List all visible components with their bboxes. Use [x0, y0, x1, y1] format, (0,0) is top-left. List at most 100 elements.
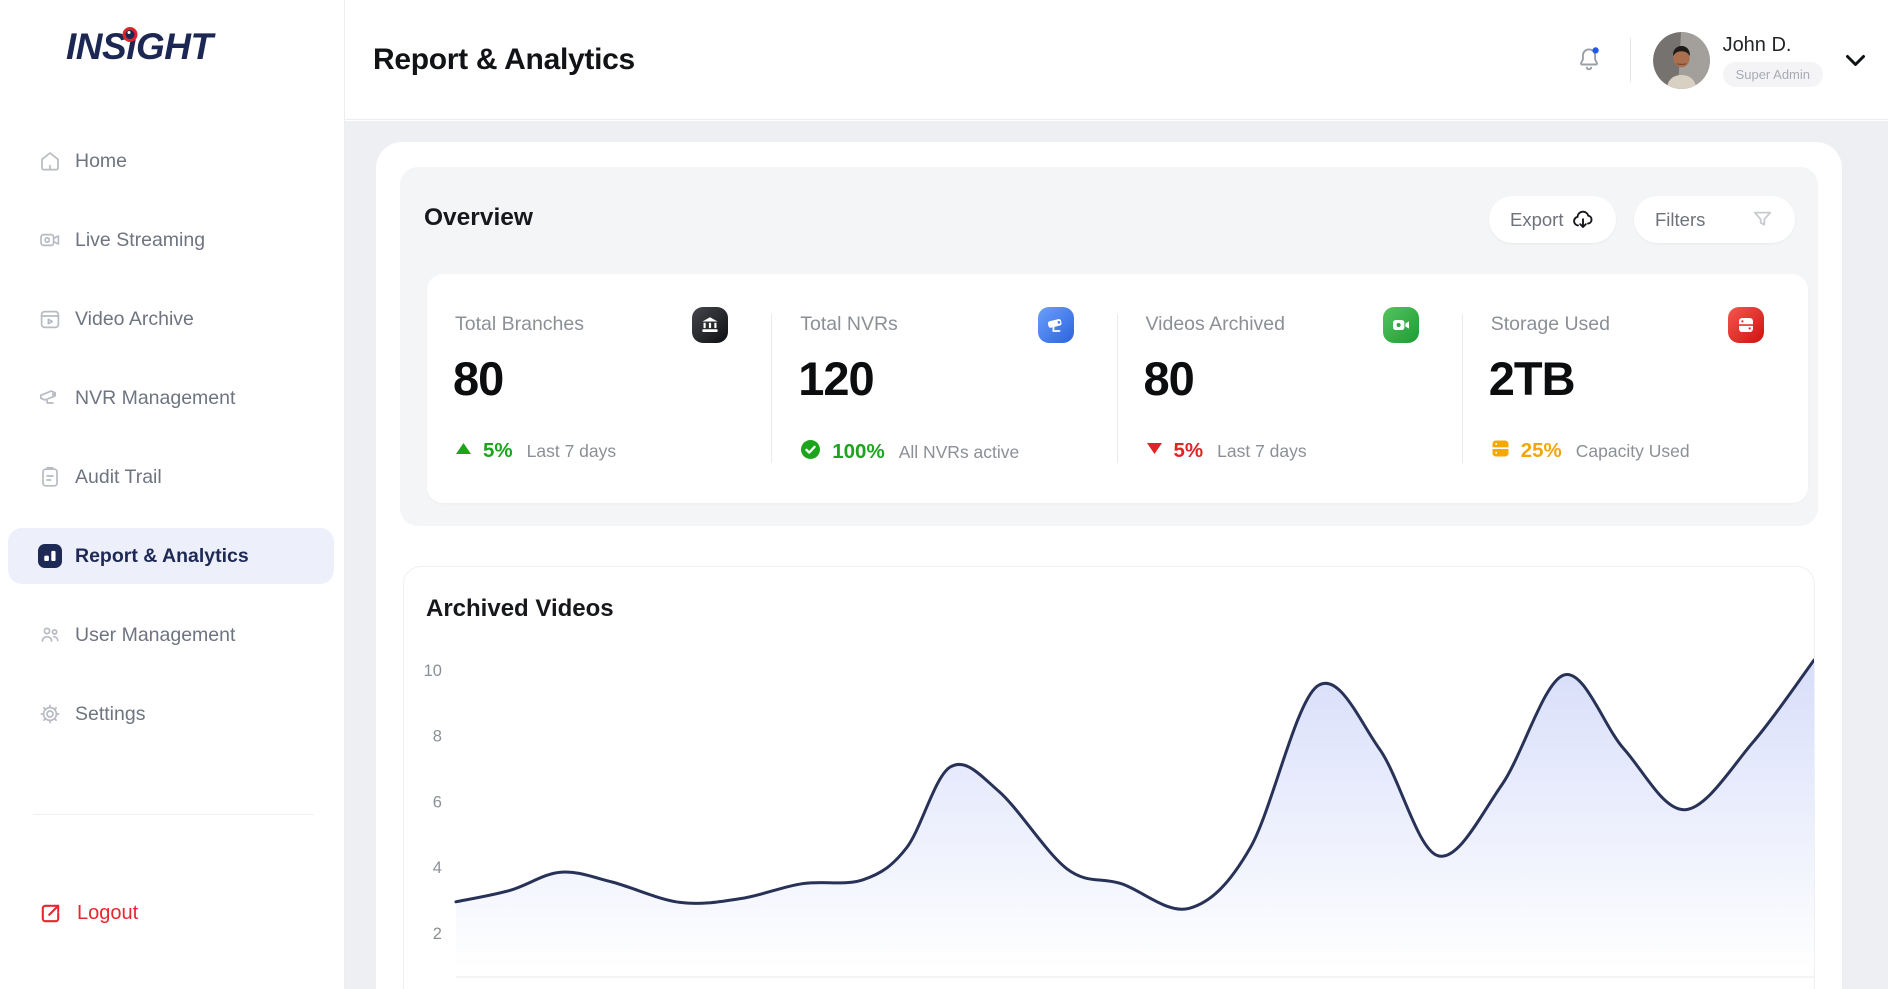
bell-icon [1579, 48, 1598, 71]
hard-drive-icon [1728, 307, 1764, 343]
stats-card: Total Branches 80 5% Last 7 days Total N… [427, 274, 1808, 503]
user-name: John D. [1722, 33, 1792, 56]
check-circle-icon [800, 439, 821, 465]
user-menu[interactable]: John D. Super Admin [1722, 33, 1823, 87]
filters-button[interactable]: Filters [1634, 196, 1795, 243]
y-axis-tick: 8 [433, 728, 442, 746]
cctv-camera-icon [1037, 307, 1074, 343]
overview-section: Overview Export Filters [400, 167, 1818, 526]
bank-icon [692, 307, 729, 343]
trend-up-icon [455, 442, 472, 460]
stat-delta-row: 100% All NVRs active [800, 439, 1019, 465]
home-icon [38, 149, 62, 173]
y-axis-tick: 10 [424, 662, 442, 680]
sidebar-item-settings[interactable]: Settings [8, 686, 334, 742]
y-axis-ticks: 2 4 6 8 10 [424, 662, 442, 943]
clipboard-icon [38, 465, 62, 489]
y-axis-tick: 4 [433, 859, 442, 877]
sidebar-nav: Home Live Streaming Video Archive NVR Ma… [8, 133, 334, 765]
chart-line [454, 658, 1814, 911]
bar-chart-icon [38, 544, 62, 568]
logo-text-suffix: GHT [135, 26, 213, 67]
stat-total-branches: Total Branches 80 5% Last 7 days [427, 274, 773, 503]
sidebar-item-home[interactable]: Home [8, 133, 334, 189]
sidebar-item-label: Video Archive [75, 307, 194, 330]
sidebar-item-label: Live Streaming [75, 228, 206, 251]
export-button[interactable]: Export [1489, 196, 1616, 243]
stat-note: Last 7 days [526, 440, 617, 461]
stat-value: 80 [453, 352, 504, 405]
gear-icon [38, 702, 62, 726]
cctv-camera-icon [38, 386, 62, 410]
stat-delta-row: 5% Last 7 days [1146, 439, 1307, 463]
video-camera-icon [1382, 307, 1419, 343]
stat-total-nvrs: Total NVRs 120 100% All NVRs active [772, 274, 1118, 503]
cloud-download-icon [1571, 208, 1595, 232]
chart-title: Archived Videos [426, 595, 614, 622]
archived-videos-chart: 2 4 6 8 10 [424, 658, 1814, 979]
stat-note: All NVRs active [898, 441, 1020, 462]
logout-label: Logout [77, 901, 139, 924]
sidebar-item-label: Settings [75, 702, 146, 725]
sidebar-item-nvr-management[interactable]: NVR Management [8, 370, 334, 426]
overview-title: Overview [424, 204, 533, 231]
insight-logo: INSı GHT [66, 26, 213, 68]
export-label: Export [1510, 208, 1564, 230]
sidebar: INSı GHT Home Live Streaming Video Archiv… [0, 0, 345, 989]
logout-icon [38, 901, 63, 926]
stat-delta-row: 25% Capacity Used [1491, 439, 1690, 463]
camera-lens-icon [122, 27, 138, 42]
sidebar-item-report-analytics[interactable]: Report & Analytics [8, 528, 334, 584]
stat-label: Storage Used [1490, 313, 1610, 335]
y-axis-tick: 2 [433, 925, 442, 943]
users-icon [38, 623, 62, 647]
stat-delta: 5% [483, 439, 513, 462]
content-area: Overview Export Filters [345, 121, 1888, 989]
page-title: Report & Analytics [373, 43, 635, 76]
sidebar-item-label: Audit Trail [75, 465, 162, 488]
main-card: Overview Export Filters [376, 142, 1842, 989]
trend-down-icon [1146, 442, 1163, 460]
sidebar-item-label: NVR Management [75, 386, 236, 409]
stat-delta: 5% [1173, 439, 1204, 462]
sidebar-item-live-streaming[interactable]: Live Streaming [8, 212, 334, 268]
user-role-badge: Super Admin [1722, 61, 1823, 87]
stat-note: Last 7 days [1217, 440, 1307, 461]
stat-delta: 25% [1520, 439, 1562, 462]
sidebar-item-label: Report & Analytics [75, 544, 249, 567]
sidebar-item-audit-trail[interactable]: Audit Trail [8, 449, 334, 505]
sidebar-item-video-archive[interactable]: Video Archive [8, 291, 334, 347]
header-divider [1629, 38, 1631, 82]
logout-button[interactable]: Logout [8, 885, 334, 941]
chart-area-fill [455, 660, 1814, 979]
notification-dot [1592, 47, 1599, 54]
overview-actions: Export Filters [1489, 196, 1795, 243]
stat-value: 80 [1143, 352, 1195, 405]
sidebar-item-user-management[interactable]: User Management [8, 607, 334, 663]
stat-label: Total Branches [455, 313, 584, 335]
stat-label: Total NVRs [800, 313, 898, 335]
funnel-icon [1751, 208, 1774, 231]
stat-note: Capacity Used [1575, 440, 1690, 461]
filters-label: Filters [1655, 208, 1706, 230]
logo-text-prefix: INS [66, 26, 127, 67]
stat-storage-used: Storage Used 2TB 25% Capacity Used [1463, 274, 1808, 503]
chevron-down-icon[interactable] [1845, 54, 1866, 67]
stat-label: Videos Archived [1145, 313, 1285, 335]
y-axis-tick: 6 [433, 793, 442, 811]
stat-value: 120 [798, 352, 874, 405]
live-streaming-icon [38, 228, 62, 252]
user-avatar[interactable] [1652, 31, 1710, 89]
stat-delta: 100% [832, 440, 885, 463]
stat-videos-archived: Videos Archived 80 5% Last 7 days [1118, 274, 1464, 503]
sidebar-item-label: User Management [75, 623, 236, 646]
storage-capacity-icon [1491, 439, 1510, 463]
stat-value: 2TB [1488, 352, 1576, 405]
sidebar-divider [33, 814, 314, 815]
topbar-right: John D. Super Admin [1574, 0, 1866, 120]
notifications-button[interactable] [1574, 44, 1604, 76]
archived-videos-card: Archived Videos 2 4 6 8 10 [403, 566, 1815, 989]
topbar: Report & Analytics [345, 0, 1888, 120]
sidebar-item-label: Home [75, 149, 128, 172]
